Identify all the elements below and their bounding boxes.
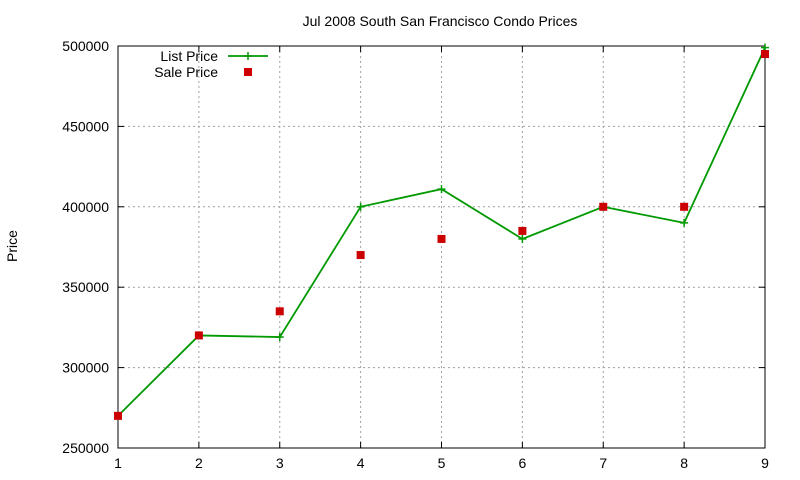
data-point <box>761 50 769 59</box>
legend-entry: Sale Price <box>154 64 252 80</box>
series-sale-price <box>114 50 769 420</box>
y-tick-label: 300000 <box>62 360 109 376</box>
data-point <box>680 202 689 211</box>
x-tick-label: 6 <box>518 455 526 471</box>
data-point <box>356 251 365 260</box>
data-point <box>599 202 608 211</box>
x-tick-label: 4 <box>357 455 365 471</box>
data-point <box>518 226 527 235</box>
legend-marker <box>244 52 252 60</box>
legend-entry: List Price <box>160 48 268 64</box>
data-point <box>680 218 689 227</box>
y-axis-label: Price <box>4 230 20 262</box>
y-tick-label: 250000 <box>62 440 109 456</box>
data-point <box>194 331 203 340</box>
y-tick-label: 500000 <box>62 38 109 54</box>
data-point <box>518 234 527 243</box>
data-point <box>437 234 446 243</box>
x-tick-label: 1 <box>114 455 122 471</box>
x-tick-label: 7 <box>599 455 607 471</box>
x-tick-label: 3 <box>276 455 284 471</box>
y-tick-label: 350000 <box>62 279 109 295</box>
y-tick-label: 400000 <box>62 199 109 215</box>
legend-marker <box>244 68 252 76</box>
x-tick-label: 9 <box>761 455 769 471</box>
data-point <box>275 307 284 316</box>
legend-label: List Price <box>160 48 218 64</box>
legend-label: Sale Price <box>154 64 218 80</box>
axis-ticks: 1 2 3 4 5 6 7 8 9 250000 300000 350000 400000 450000 5… <box>62 38 769 471</box>
data-point <box>356 202 365 211</box>
x-tick-label: 5 <box>438 455 446 471</box>
data-point <box>437 185 446 194</box>
chart-title: Jul 2008 South San Francisco Condo Price… <box>303 13 578 29</box>
grid <box>118 46 765 448</box>
y-tick-label: 450000 <box>62 118 109 134</box>
series <box>114 43 769 420</box>
data-point <box>275 333 284 342</box>
x-tick-label: 8 <box>680 455 688 471</box>
data-point <box>114 411 122 420</box>
x-tick-label: 2 <box>195 455 203 471</box>
